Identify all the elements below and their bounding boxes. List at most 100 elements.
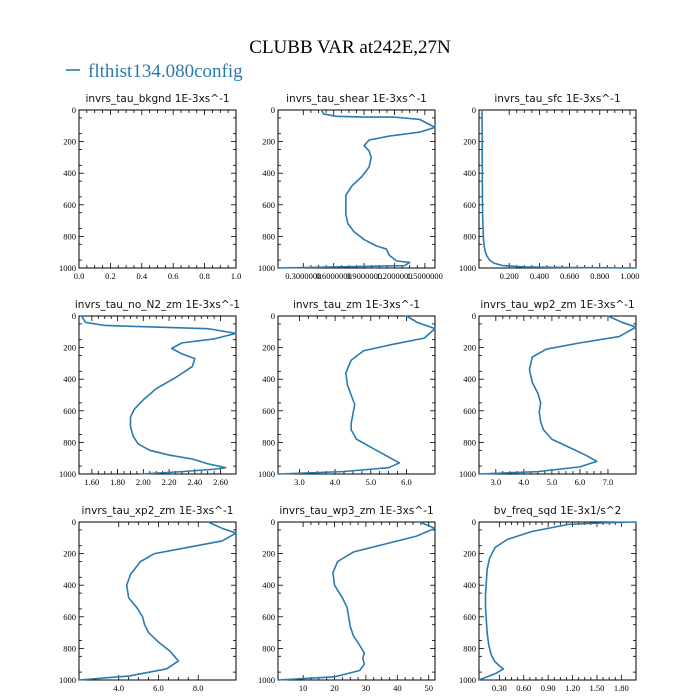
series-line [78, 521, 237, 681]
plot-frame [277, 521, 436, 681]
y-tick-label: 400 [463, 168, 476, 178]
legend: flthist134.080config [66, 61, 243, 82]
panel-title: invrs_tau_xp2_zm 1E-3xs^-1 [82, 505, 234, 517]
x-tick-label: 1.80 [614, 683, 629, 693]
y-tick-label: 600 [63, 406, 76, 416]
y-tick-label: 1000 [258, 469, 275, 479]
x-tick-label: 1.2000000 [376, 271, 412, 281]
panel-9: bv_freq_sqd 1E-3x1/s^2 0 200 400 600 800 1000 0… [459, 505, 637, 693]
y-tick-label: 600 [463, 200, 476, 210]
y-tick-label: 400 [463, 580, 476, 590]
x-tick-label: 0.600 [560, 271, 579, 281]
plot-frame [78, 315, 237, 475]
series-line [80, 315, 237, 475]
y-tick-label: 800 [463, 643, 476, 653]
x-tick-label: 0.2 [105, 271, 116, 281]
panel-title: invrs_tau_shear 1E-3xs^-1 [286, 93, 427, 105]
y-tick-label: 600 [463, 406, 476, 416]
y-tick-label: 200 [463, 343, 476, 353]
panel-1: invrs_tau_bkgnd 1E-3xs^-1 0 200 400 600 800 10… [59, 93, 241, 281]
x-tick-label: 4.0 [330, 477, 341, 487]
y-tick-label: 800 [63, 437, 76, 447]
panel-4: invrs_tau_no_N2_zm 1E-3xs^-10 200 400 600 80… [59, 299, 240, 487]
y-tick-label: 0 [72, 105, 76, 115]
panel-2: invrs_tau_shear 1E-3xs^-1 0 200 400 600 800 10… [258, 93, 443, 281]
x-tick-label: 3.0 [294, 477, 305, 487]
series-line [277, 109, 436, 269]
x-tick-label: 6.0 [153, 683, 164, 693]
x-tick-label: 1.20 [565, 683, 580, 693]
y-tick-label: 600 [63, 612, 76, 622]
panel-6: invrs_tau_wp2_zm 1E-3xs^-1 0 200 400 600 800 1… [459, 299, 637, 487]
y-tick-label: 400 [262, 374, 275, 384]
plot-frame [478, 109, 637, 269]
x-tick-label: 1.50 [590, 683, 605, 693]
x-tick-label: 20 [330, 683, 339, 693]
series-line [478, 521, 637, 681]
y-tick-label: 400 [63, 168, 76, 178]
y-tick-label: 600 [463, 612, 476, 622]
y-tick-label: 200 [463, 549, 476, 559]
series-line [277, 521, 436, 681]
y-tick-label: 200 [262, 137, 275, 147]
x-tick-label: 2.20 [162, 477, 177, 487]
x-tick-label: 4.0 [519, 477, 530, 487]
x-tick-label: 4.0 [113, 683, 124, 693]
y-tick-label: 400 [262, 168, 275, 178]
y-tick-label: 800 [463, 437, 476, 447]
y-tick-label: 0 [472, 105, 476, 115]
y-tick-label: 600 [63, 200, 76, 210]
x-tick-label: 1.60 [84, 477, 99, 487]
x-tick-label: 0.0 [74, 271, 85, 281]
x-tick-label: 0.6000000 [316, 271, 352, 281]
series-line [481, 109, 637, 269]
y-tick-label: 1000 [59, 469, 76, 479]
x-tick-label: 0.60 [516, 683, 531, 693]
x-tick-label: 7.0 [603, 477, 614, 487]
x-tick-label: 30 [362, 683, 371, 693]
panel-8: invrs_tau_wp3_zm 1E-3xs^-1 0 200 400 600 800 1… [258, 505, 436, 693]
x-tick-label: 2.00 [136, 477, 151, 487]
y-tick-label: 200 [63, 549, 76, 559]
x-tick-label: 8.0 [193, 683, 204, 693]
y-tick-label: 400 [262, 580, 275, 590]
panel-3: invrs_tau_sfc 1E-3xs^-1 0 200 400 600 800 1000… [459, 93, 640, 281]
panel-grid: invrs_tau_bkgnd 1E-3xs^-1020040060080010… [59, 93, 640, 693]
x-tick-label: 0.200 [500, 271, 519, 281]
y-tick-label: 600 [262, 200, 275, 210]
y-tick-label: 200 [262, 343, 275, 353]
series-line [277, 315, 436, 475]
x-tick-label: 0.9000000 [346, 271, 382, 281]
y-tick-label: 800 [63, 643, 76, 653]
x-tick-label: 50 [424, 683, 433, 693]
y-tick-label: 0 [271, 517, 275, 527]
x-tick-label: 2.40 [187, 477, 202, 487]
y-tick-label: 0 [72, 517, 76, 527]
x-tick-label: 0.6 [168, 271, 179, 281]
y-tick-label: 400 [63, 374, 76, 384]
x-tick-label: 6.0 [575, 477, 586, 487]
figure-title: CLUBB VAR at242E,27N [249, 37, 451, 58]
plot-frame [478, 315, 637, 475]
x-tick-label: 0.90 [541, 683, 556, 693]
y-tick-label: 0 [72, 311, 76, 321]
plot-frame [478, 521, 637, 681]
panel-title: invrs_tau_wp2_zm 1E-3xs^-1 [480, 299, 634, 311]
panel-5: invrs_tau_zm 1E-3xs^-1 0 200 400 600 800 1000 3… [258, 299, 436, 487]
x-tick-label: 10 [299, 683, 308, 693]
y-tick-label: 200 [63, 343, 76, 353]
x-tick-label: 1.000 [620, 271, 639, 281]
y-tick-label: 600 [262, 612, 275, 622]
y-tick-label: 1000 [459, 675, 476, 685]
series-line [478, 315, 637, 475]
panel-title: bv_freq_sqd 1E-3x1/s^2 [494, 505, 622, 517]
y-tick-label: 0 [271, 105, 275, 115]
y-tick-label: 400 [63, 580, 76, 590]
plot-frame [78, 521, 237, 681]
panel-title: invrs_tau_sfc 1E-3xs^-1 [494, 93, 620, 105]
y-tick-label: 0 [472, 517, 476, 527]
x-tick-label: 3.0 [491, 477, 502, 487]
panel-7: invrs_tau_xp2_zm 1E-3xs^-1 0 200 400 600 800 1… [59, 505, 237, 693]
y-tick-label: 800 [262, 231, 275, 241]
x-tick-label: 0.800 [590, 271, 609, 281]
